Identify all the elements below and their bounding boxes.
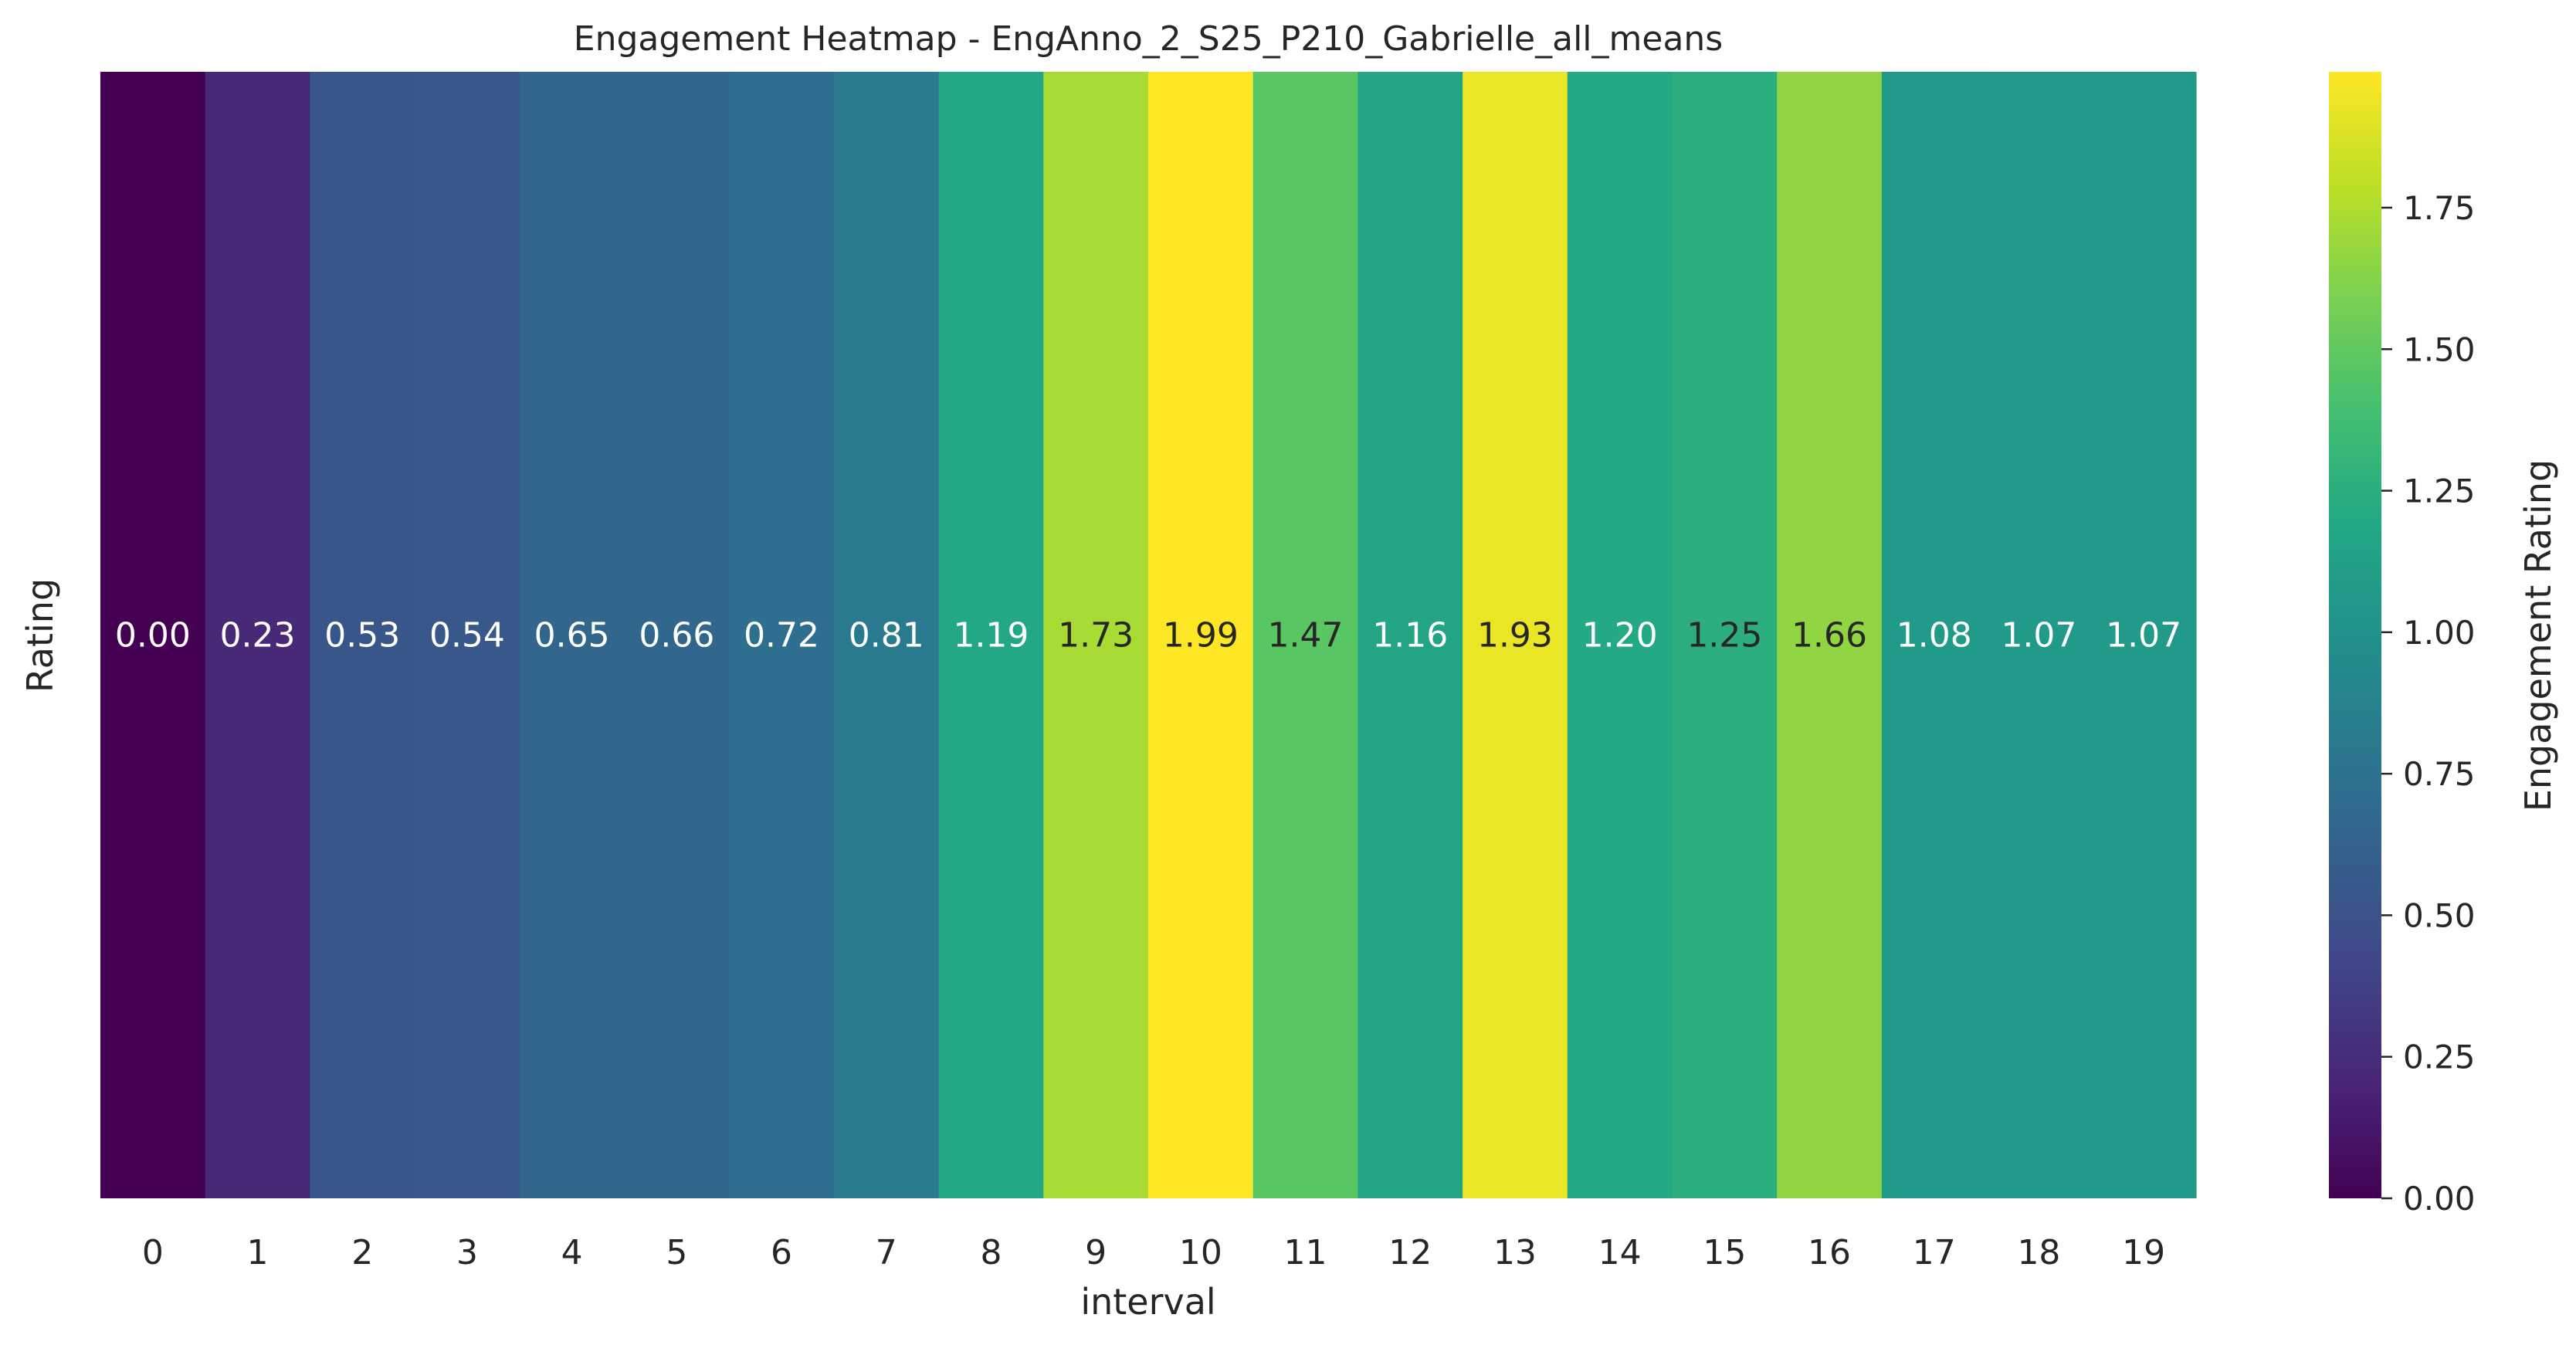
colorbar-tick-label: 0.50: [2403, 896, 2476, 934]
y-axis-label: Rating: [19, 578, 61, 693]
heatmap-cell: [1777, 72, 1883, 1198]
heatmap-cell: [1148, 72, 1254, 1198]
heatmap-cell: [1043, 72, 1149, 1198]
x-tick-label: 0: [142, 1233, 164, 1272]
colorbar-tick-label: 1.25: [2403, 473, 2476, 510]
x-tick-label: 10: [1179, 1233, 1222, 1272]
x-tick-label: 6: [771, 1233, 792, 1272]
cell-value-label: 1.08: [1896, 616, 1972, 656]
colorbar-tick-label: 1.50: [2403, 330, 2476, 368]
x-tick-label: 7: [876, 1233, 897, 1272]
x-axis-ticks: 0 1 2 3 4 5 6 7 8 9 10 11 12 13 14 15 16 17 18 19: [142, 1233, 2165, 1272]
cell-value-label: 0.23: [220, 616, 296, 656]
x-axis-label: interval: [1080, 1281, 1215, 1323]
x-tick-label: 9: [1085, 1233, 1107, 1272]
cell-value-label: 0.81: [849, 616, 924, 656]
heatmap-cell: [938, 72, 1044, 1198]
cell-value-label: 1.73: [1058, 616, 1134, 656]
heatmap-cell: [519, 72, 625, 1198]
colorbar-tick-label: 1.00: [2403, 614, 2476, 652]
x-tick-label: 12: [1388, 1233, 1432, 1272]
cell-value-label: 1.07: [2106, 616, 2181, 656]
colorbar-tick-label: 0.25: [2403, 1038, 2476, 1076]
cell-value-label: 0.53: [324, 616, 400, 656]
heatmap-cell-labels: 0.00 0.23 0.53 0.54 0.65 0.66 0.72 0.81 1.19 1.73…: [115, 616, 2181, 656]
chart-title: Engagement Heatmap - EngAnno_2_S25_P210_…: [574, 19, 1723, 59]
x-tick-label: 4: [561, 1233, 583, 1272]
cell-value-label: 0.00: [115, 616, 191, 656]
x-tick-label: 2: [351, 1233, 373, 1272]
x-tick-label: 13: [1493, 1233, 1537, 1272]
cell-value-label: 0.65: [534, 616, 610, 656]
cell-value-label: 1.93: [1477, 616, 1553, 656]
cell-value-label: 1.99: [1163, 616, 1239, 656]
heatmap-cell: [1252, 72, 1358, 1198]
cell-value-label: 0.54: [429, 616, 505, 656]
colorbar-label: Engagement Rating: [2517, 459, 2559, 811]
heatmap-cell: [205, 72, 310, 1198]
cell-value-label: 1.07: [2001, 616, 2076, 656]
cell-value-label: 1.20: [1582, 616, 1658, 656]
heatmap-cell: [1881, 72, 1988, 1198]
heatmap-cells: [100, 72, 2197, 1198]
colorbar-ticks: 0.00 0.25 0.50 0.75 1.00 1.25 1.50 1.75: [2381, 189, 2476, 1218]
cell-value-label: 1.25: [1686, 616, 1762, 656]
heatmap-cell: [624, 72, 730, 1198]
x-tick-label: 11: [1284, 1233, 1327, 1272]
cell-value-label: 1.19: [953, 616, 1029, 656]
colorbar-tick-label: 1.75: [2403, 189, 2476, 227]
cell-value-label: 0.66: [639, 616, 714, 656]
heatmap-cell: [1357, 72, 1463, 1198]
heatmap-cell: [1567, 72, 1673, 1198]
cell-value-label: 1.66: [1791, 616, 1867, 656]
heatmap-cell: [100, 72, 206, 1198]
x-tick-label: 15: [1703, 1233, 1746, 1272]
heatmap-cell: [729, 72, 835, 1198]
colorbar-tick-label: 0.00: [2403, 1180, 2476, 1218]
x-tick-label: 18: [2017, 1233, 2060, 1272]
x-tick-label: 19: [2122, 1233, 2165, 1272]
heatmap-cell: [1672, 72, 1778, 1198]
cell-value-label: 0.72: [744, 616, 819, 656]
heatmap-cell: [415, 72, 520, 1198]
heatmap-cell: [1463, 72, 1568, 1198]
cell-value-label: 1.47: [1268, 616, 1344, 656]
heatmap-cell: [1986, 72, 2092, 1198]
heatmap-cell: [833, 72, 940, 1198]
x-tick-label: 8: [980, 1233, 1002, 1272]
heatmap-cell: [2091, 72, 2197, 1198]
x-tick-label: 14: [1598, 1233, 1642, 1272]
cell-value-label: 1.16: [1372, 616, 1448, 656]
colorbar: [2329, 72, 2381, 1198]
x-tick-label: 5: [666, 1233, 687, 1272]
x-tick-label: 16: [1808, 1233, 1851, 1272]
x-tick-label: 3: [456, 1233, 478, 1272]
x-tick-label: 17: [1913, 1233, 1956, 1272]
heatmap-cell: [310, 72, 415, 1198]
x-tick-label: 1: [247, 1233, 269, 1272]
colorbar-tick-label: 0.75: [2403, 755, 2476, 793]
